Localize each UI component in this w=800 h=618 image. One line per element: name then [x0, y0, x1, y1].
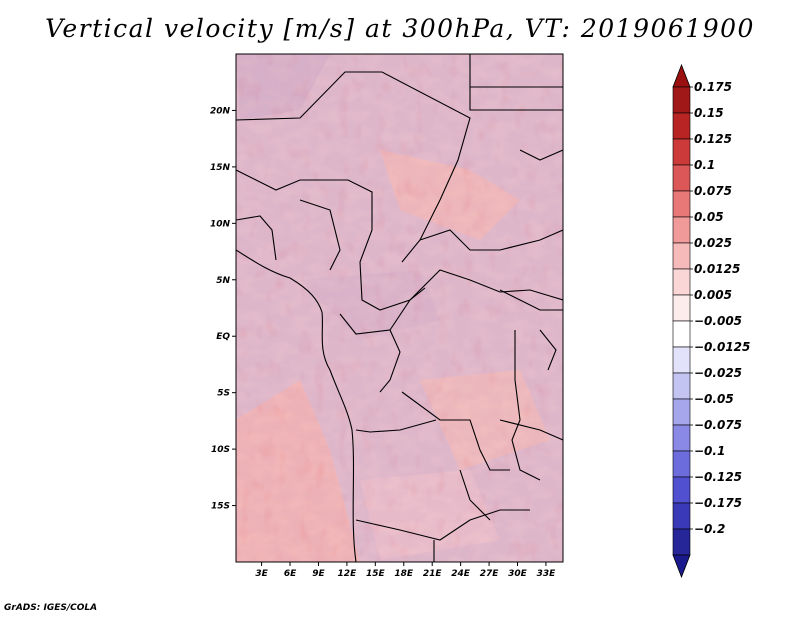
colorbar-label: 0.0125 [694, 262, 740, 276]
colorbar-swatch [672, 190, 691, 218]
colorbar-swatch [672, 138, 691, 166]
heatmap-field [236, 54, 563, 562]
x-tick-label: 15E [366, 569, 386, 579]
y-tick-label: 20N [210, 106, 231, 116]
colorbar-swatch [672, 424, 691, 452]
colorbar-label: 0.05 [694, 210, 724, 224]
y-axis: 20N 15N 10N 5N EQ 5S 10S 15S [210, 106, 236, 512]
x-tick-label: 27E [480, 569, 500, 579]
colorbar-label: −0.125 [694, 470, 742, 484]
x-axis: 3E 6E 9E 12E 15E 18E 21E 24E 27E 30E 33E [255, 562, 556, 579]
colorbar-label: 0.175 [694, 80, 732, 94]
colorbar-top-arrow [672, 63, 691, 88]
chart-title: Vertical velocity [m/s] at 300hPa, VT: 2… [45, 14, 755, 43]
colorbar-label: −0.05 [694, 392, 734, 406]
y-tick-label: 5S [217, 389, 230, 399]
y-tick-label: 15N [210, 163, 231, 173]
colorbar-label: 0.1 [694, 158, 715, 172]
colorbar-swatch [672, 242, 691, 270]
colorbar-swatch [672, 372, 691, 400]
colorbar-label: −0.0125 [694, 340, 750, 354]
colorbar-swatch [672, 528, 691, 556]
colorbar-label: −0.025 [694, 366, 742, 380]
x-tick-label: 24E [451, 569, 471, 579]
x-tick-label: 12E [338, 569, 358, 579]
colorbar-swatch [672, 502, 691, 530]
colorbar-label: −0.075 [694, 418, 742, 432]
colorbar-label: −0.1 [694, 444, 725, 458]
x-tick-label: 3E [255, 569, 268, 579]
x-tick-label: 18E [394, 569, 414, 579]
x-tick-label: 21E [423, 569, 443, 579]
y-tick-label: 10N [210, 219, 231, 229]
colorbar-bottom-arrow [672, 554, 691, 579]
y-tick-label: 5N [216, 276, 230, 286]
colorbar-swatch [672, 476, 691, 504]
colorbar-swatch [672, 164, 691, 192]
y-tick-label: EQ [216, 332, 230, 342]
y-tick-label: 15S [211, 502, 230, 512]
colorbar-label: −0.175 [694, 496, 742, 510]
x-tick-label: 30E [508, 569, 528, 579]
colorbar-label: 0.15 [694, 106, 724, 120]
y-tick-label: 10S [211, 445, 230, 455]
colorbar-swatch [672, 112, 691, 140]
colorbar-label: −0.005 [694, 314, 742, 328]
colorbar-label: 0.125 [694, 132, 732, 146]
x-tick-label: 33E [537, 569, 557, 579]
x-tick-label: 9E [312, 569, 325, 579]
colorbar-swatch [672, 450, 691, 478]
colorbar-swatch [672, 216, 691, 244]
colorbar-swatch [672, 398, 691, 426]
x-tick-label: 6E [284, 569, 297, 579]
colorbar-swatch [672, 346, 691, 374]
colorbar-label: 0.005 [694, 288, 732, 302]
colorbar-swatch [672, 268, 691, 296]
grads-credit: GrADS: IGES/COLA [4, 603, 98, 613]
colorbar-label: 0.025 [694, 236, 732, 250]
colorbar-swatch [672, 320, 691, 348]
colorbar-swatch [672, 86, 691, 114]
colorbar: 0.175 0.15 0.125 0.1 0.075 0.05 0.025 0.0125 0.0… [672, 63, 750, 579]
colorbar-label: −0.2 [694, 522, 725, 536]
colorbar-swatch [672, 294, 691, 322]
colorbar-label: 0.075 [694, 184, 732, 198]
